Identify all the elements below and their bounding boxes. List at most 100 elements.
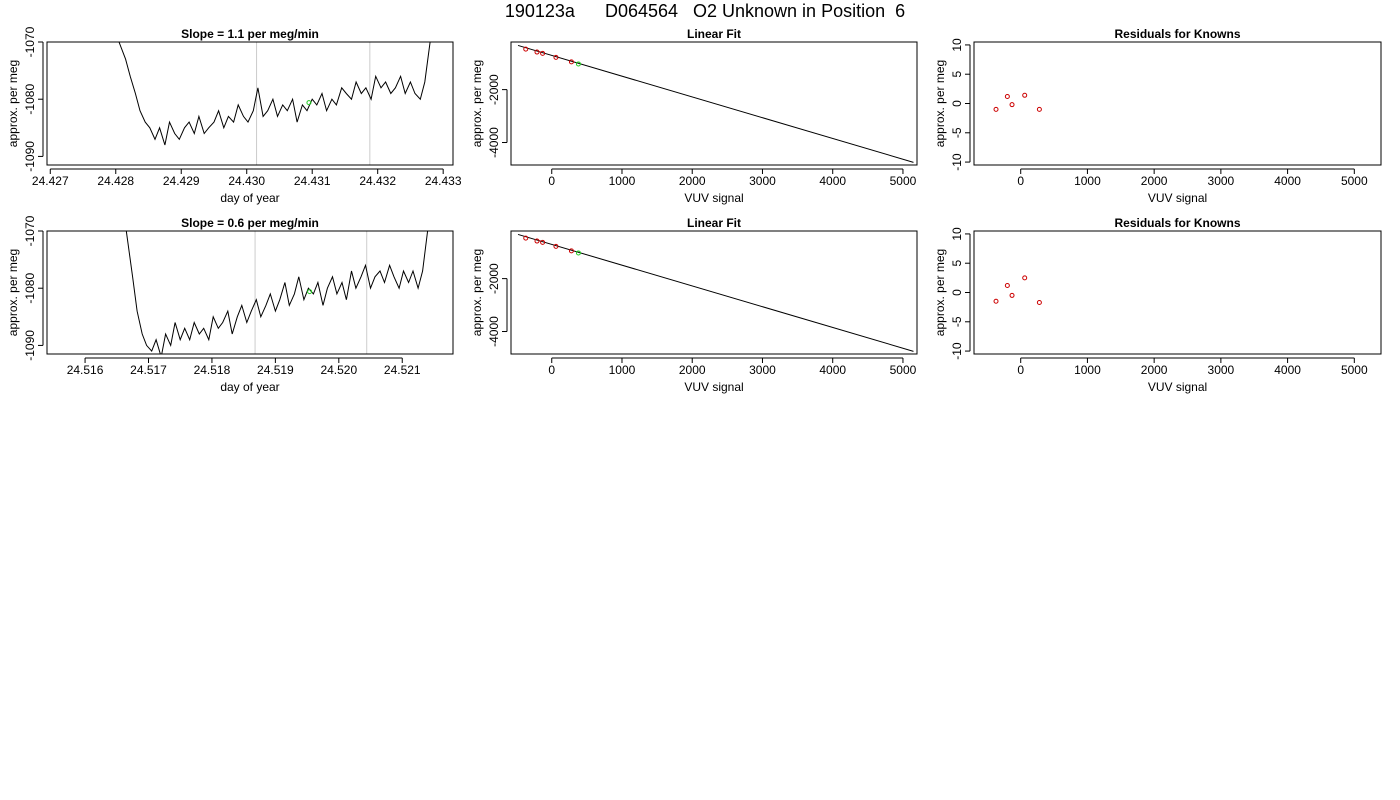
plot-area <box>517 233 914 352</box>
plot-area <box>993 92 1042 112</box>
x-tick-label: 5000 <box>1341 174 1368 188</box>
x-axis-label: day of year <box>220 191 279 205</box>
plot-frame <box>46 41 454 166</box>
panel-6: Residuals for Knowns 0 1000 2000 3000 4000 500… <box>933 216 1382 394</box>
x-tick-label: 2000 <box>679 363 706 377</box>
x-tick-label: 24.428 <box>97 174 134 188</box>
unknown-point <box>575 250 581 256</box>
data-point <box>1004 282 1010 288</box>
panel-title: Linear Fit <box>687 216 741 230</box>
x-tick-label: 4000 <box>819 174 846 188</box>
x-tick-label: 2000 <box>1141 174 1168 188</box>
x-axis-label: VUV signal <box>684 380 743 394</box>
y-tick-label: -10 <box>950 153 964 171</box>
data-point <box>534 238 540 244</box>
x-tick-label: 3000 <box>1208 174 1235 188</box>
y-tick-label: -1080 <box>23 273 37 304</box>
x-tick-label: 0 <box>548 174 555 188</box>
x-tick-label: 4000 <box>1274 174 1301 188</box>
data-point <box>568 59 574 65</box>
series-line-1 <box>125 231 429 354</box>
panel-1: Slope = 1.1 per meg/min 24.427 24.428 24.42… <box>6 26 462 205</box>
x-tick-label: 1000 <box>609 363 636 377</box>
y-axis-label: approx. per meg <box>6 249 20 336</box>
panel-title: Slope = 0.6 per meg/min <box>181 216 319 230</box>
x-tick-label: 5000 <box>890 174 917 188</box>
x-tick-label: 2000 <box>1141 363 1168 377</box>
x-tick-label: 0 <box>548 363 555 377</box>
x-tick-label: 1000 <box>609 174 636 188</box>
data-point <box>1022 275 1028 281</box>
unknown-point <box>307 289 313 295</box>
data-point <box>993 106 999 112</box>
y-tick-label: 5 <box>950 260 964 267</box>
data-point <box>534 49 540 55</box>
y-tick-label: -2000 <box>487 74 501 105</box>
x-tick-label: 24.433 <box>425 174 462 188</box>
data-point <box>523 235 529 241</box>
y-tick-label: -10 <box>950 342 964 360</box>
y-tick-label: 10 <box>950 38 964 52</box>
y-tick-label: -2000 <box>487 263 501 294</box>
x-tick-label: 4000 <box>819 363 846 377</box>
figure-title: 190123a D064564 O2 Unknown in Position 6 <box>505 1 905 21</box>
plot-frame <box>46 230 454 355</box>
x-tick-label: 24.432 <box>359 174 396 188</box>
y-tick-label: -1090 <box>23 330 37 361</box>
data-point <box>1004 93 1010 99</box>
data-point <box>540 239 546 245</box>
panel-5: Linear Fit 0 1000 2000 3000 4000 5000 -4000 -200… <box>470 216 918 394</box>
data-point <box>523 46 529 52</box>
data-point <box>540 50 546 56</box>
fit-line <box>517 233 914 352</box>
x-tick-label: 24.521 <box>384 363 421 377</box>
y-tick-label: 0 <box>950 100 964 107</box>
plot-frame <box>973 230 1382 355</box>
data-point <box>1009 102 1015 108</box>
x-axis-label: VUV signal <box>1148 380 1207 394</box>
x-tick-label: 24.429 <box>163 174 200 188</box>
panel-title: Residuals for Knowns <box>1114 216 1240 230</box>
x-tick-label: 24.517 <box>130 363 167 377</box>
plot-area <box>517 44 914 163</box>
y-tick-label: 0 <box>950 289 964 296</box>
plot-area <box>993 275 1042 305</box>
x-tick-label: 5000 <box>890 363 917 377</box>
y-axis-label: approx. per meg <box>933 249 947 336</box>
plot-area <box>125 231 429 354</box>
x-tick-label: 24.431 <box>294 174 331 188</box>
y-tick-label: -1070 <box>23 215 37 246</box>
x-tick-label: 1000 <box>1074 363 1101 377</box>
unknown-point <box>306 100 312 106</box>
x-tick-label: 0 <box>1017 174 1024 188</box>
panel-4: Slope = 0.6 per meg/min 24.516 24.517 24.51… <box>6 215 454 394</box>
y-axis-label: approx. per meg <box>6 60 20 147</box>
y-axis-label: approx. per meg <box>933 60 947 147</box>
data-point <box>553 243 559 249</box>
data-point <box>1022 92 1028 98</box>
y-tick-label: 10 <box>950 227 964 241</box>
x-tick-label: 24.518 <box>194 363 231 377</box>
plot-frame <box>510 230 918 355</box>
x-tick-label: 3000 <box>749 363 776 377</box>
y-tick-label: -1090 <box>23 141 37 172</box>
x-tick-label: 24.430 <box>228 174 265 188</box>
y-tick-label: -4000 <box>487 127 501 158</box>
plot-frame <box>510 41 918 166</box>
data-point <box>568 248 574 254</box>
plot-frame <box>973 41 1382 166</box>
y-tick-label: 5 <box>950 71 964 78</box>
y-axis-label: approx. per meg <box>470 60 484 147</box>
x-tick-label: 2000 <box>679 174 706 188</box>
unknown-point <box>575 61 581 67</box>
fit-line <box>517 44 914 163</box>
panel-title: Slope = 1.1 per meg/min <box>181 27 319 41</box>
data-point <box>1036 299 1042 305</box>
x-tick-label: 0 <box>1017 363 1024 377</box>
data-point <box>553 54 559 60</box>
x-tick-label: 24.427 <box>32 174 69 188</box>
x-tick-label: 4000 <box>1274 363 1301 377</box>
x-tick-label: 3000 <box>749 174 776 188</box>
x-axis-label: VUV signal <box>684 191 743 205</box>
